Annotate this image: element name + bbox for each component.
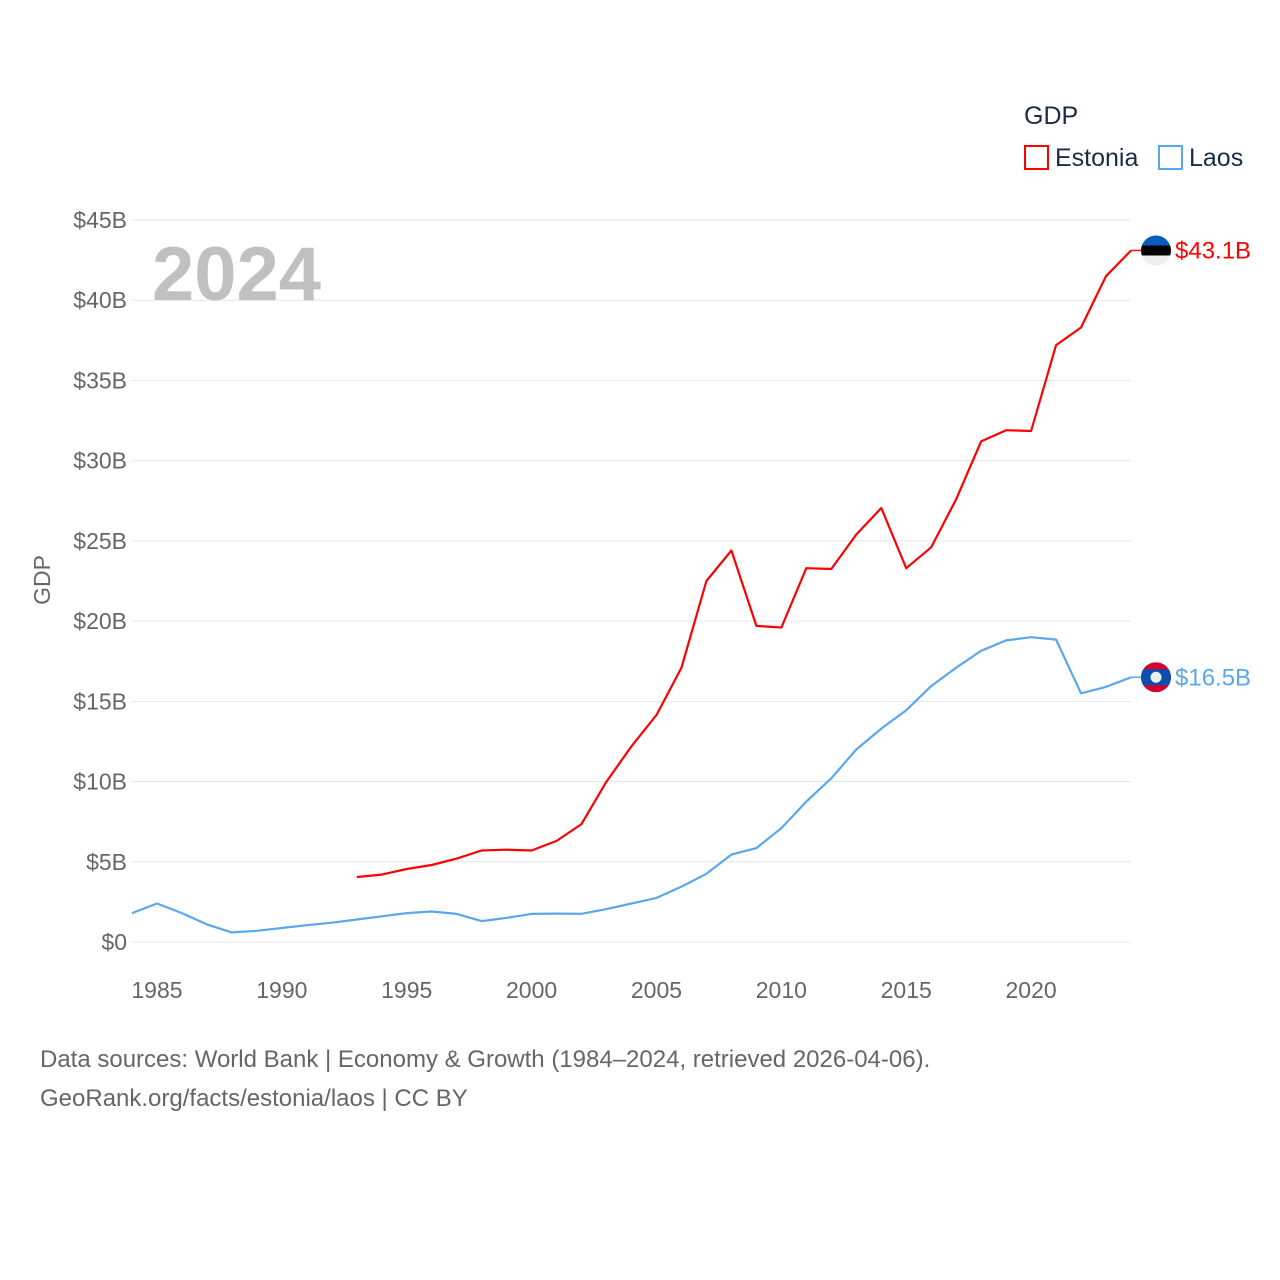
series-line-laos (131, 636, 1132, 934)
y-tick-label: $25B (73, 528, 127, 554)
y-tick-label: $10B (73, 769, 127, 795)
y-tick-label: $35B (73, 367, 127, 393)
y-tick-label: $40B (73, 287, 127, 313)
x-tick-label: 2015 (881, 977, 932, 1003)
y-tick-label: $30B (73, 448, 127, 474)
footer-sources: Data sources: World Bank | Economy & Gro… (40, 1046, 931, 1073)
y-tick-label: $45B (73, 207, 127, 233)
legend-label-estonia[interactable]: Estonia (1055, 144, 1138, 172)
y-tick-label: $15B (73, 688, 127, 714)
x-tick-label: 1990 (256, 977, 307, 1003)
x-tick-label: 2005 (631, 977, 682, 1003)
laos-flag-icon (1141, 662, 1171, 693)
legend-swatch-estonia[interactable] (1024, 145, 1049, 170)
legend-swatch-laos[interactable] (1158, 145, 1183, 170)
y-tick-label: $20B (73, 608, 127, 634)
end-value-label-laos: $16.5B (1175, 664, 1251, 691)
x-tick-label: 2000 (506, 977, 557, 1003)
x-tick-label: 1985 (131, 977, 182, 1003)
y-tick-label: $5B (86, 849, 127, 875)
legend-title: GDP (1024, 102, 1078, 130)
x-tick-label: 1995 (381, 977, 432, 1003)
y-tick-label: $0 (101, 929, 127, 955)
x-tick-label: 2020 (1006, 977, 1057, 1003)
series-line-estonia (356, 249, 1132, 879)
end-value-label-estonia: $43.1B (1175, 237, 1251, 264)
footer-credit: GeoRank.org/facts/estonia/laos | CC BY (40, 1085, 468, 1112)
estonia-flag-icon (1141, 235, 1171, 266)
y-axis-label: GDP (29, 555, 55, 605)
x-tick-label: 2010 (756, 977, 807, 1003)
legend: GDP Estonia Laos (1024, 102, 1243, 172)
legend-label-laos[interactable]: Laos (1189, 144, 1243, 172)
year-watermark: 2024 (152, 232, 321, 317)
